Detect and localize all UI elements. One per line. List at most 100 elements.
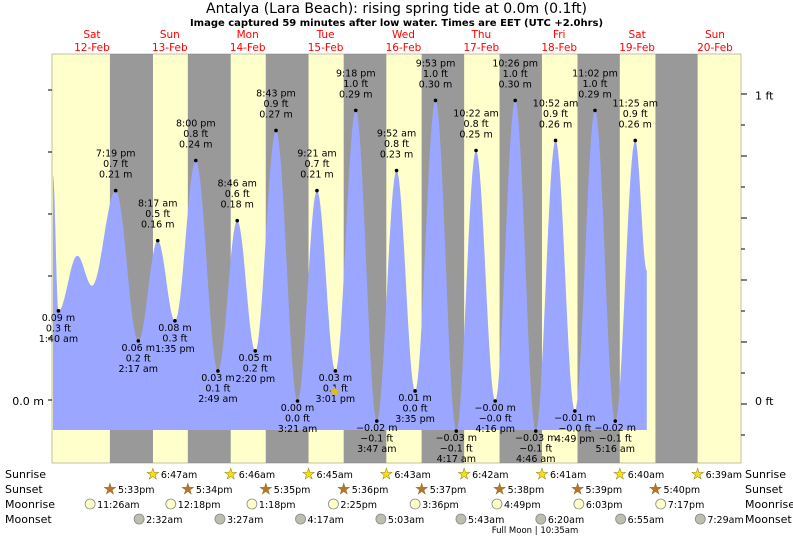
- extreme-label: 0.25 m: [459, 130, 492, 141]
- sunrise-icon: ★: [535, 465, 548, 483]
- moonset-time: 7:29am: [707, 515, 743, 526]
- extreme-point: [513, 98, 517, 103]
- date-day: Tue: [316, 29, 335, 41]
- row-label-right: Sunset: [745, 483, 783, 496]
- moonrise-time: 3:36pm: [422, 500, 459, 511]
- sunset-icon: ★: [571, 480, 584, 498]
- extreme-label: 0.08 m: [158, 323, 191, 334]
- extreme-label: 0.9 ft: [623, 109, 648, 120]
- extreme-point: [253, 349, 258, 353]
- sunrise-icon: ★: [691, 465, 704, 483]
- moonrise-time: 1:18pm: [259, 500, 296, 511]
- sunrise-icon: ★: [302, 465, 315, 483]
- sunrise-icon: ★: [224, 465, 237, 483]
- sunset-time: 5:34pm: [196, 485, 233, 496]
- extreme-label: 8:43 pm: [256, 88, 296, 99]
- date-day: Sun: [160, 29, 180, 41]
- sunrise-time: 6:45am: [317, 470, 353, 481]
- extreme-label: 0.0 ft: [403, 403, 428, 414]
- date-day: Sun: [705, 29, 725, 41]
- extreme-label: 0.26 m: [618, 119, 651, 130]
- extreme-label: 0.24 m: [179, 140, 212, 151]
- extreme-label: 1.0 ft: [503, 69, 528, 80]
- date-label: 14-Feb: [230, 42, 266, 54]
- extreme-label: −0.0 ft: [479, 414, 512, 425]
- extreme-label: 2:20 pm: [235, 374, 275, 385]
- sunset-icon: ★: [493, 480, 506, 498]
- extreme-label: 0.09 m: [42, 313, 75, 324]
- moonrise-icon: [84, 498, 96, 510]
- moonset-time: 3:27am: [227, 515, 263, 526]
- tide-area: [53, 100, 647, 432]
- extreme-point: [295, 399, 300, 403]
- extreme-label: 10:52 am: [533, 98, 578, 109]
- moonset-time: 5:43am: [468, 515, 504, 526]
- date-day: Thu: [470, 29, 491, 41]
- sunset-time: 5:39pm: [586, 485, 623, 496]
- sunrise-icon: ★: [146, 465, 159, 483]
- row-label-right: Sunrise: [745, 468, 786, 481]
- extreme-label: −0.02 m: [356, 423, 397, 434]
- extreme-label: −0.00 m: [475, 403, 516, 414]
- extreme-point: [394, 168, 399, 173]
- right-axis-label: 0 ft: [755, 395, 774, 408]
- extreme-point: [193, 158, 198, 163]
- extreme-label: 1.0 ft: [423, 69, 448, 80]
- tide-curve: [53, 100, 647, 432]
- extreme-label: 10:22 am: [453, 109, 498, 120]
- sunrise-time: 6:43am: [394, 470, 430, 481]
- date-label: 19-Feb: [619, 42, 655, 54]
- extreme-label: 0.16 m: [141, 220, 174, 231]
- extreme-label: 1:35 pm: [155, 344, 195, 355]
- extreme-point: [593, 108, 597, 113]
- moonset-time: 4:17am: [308, 515, 344, 526]
- sunrise-icon: ★: [613, 465, 626, 483]
- extreme-label: 3:01 pm: [316, 394, 356, 405]
- sunset-time: 5:36pm: [352, 485, 389, 496]
- extreme-point: [333, 369, 338, 373]
- extreme-label: 0.9 ft: [263, 99, 288, 110]
- moonset-icon: [133, 513, 145, 525]
- extreme-label: 10:26 pm: [492, 58, 538, 69]
- extreme-point: [533, 429, 538, 433]
- plot-frame: [51, 53, 742, 464]
- left-axis-label: 0.0 m: [12, 395, 44, 408]
- extreme-label: 1.0 ft: [582, 79, 607, 90]
- moonrise-time: 4:49pm: [504, 500, 541, 511]
- extreme-point: [474, 148, 478, 153]
- moonrise-icon: [573, 498, 585, 510]
- sunrise-icon: ★: [457, 465, 470, 483]
- moonrise-icon: [491, 498, 503, 510]
- extreme-label: 3:35 pm: [395, 414, 435, 425]
- moonrise-icon: [409, 498, 421, 510]
- extreme-label: 0.0 ft: [285, 414, 310, 425]
- extreme-labels: 0.09 m0.3 ft1:40 am7:19 pm0.7 ft0.21 m0.…: [39, 58, 658, 465]
- extreme-label: −0.1 ft: [519, 444, 552, 455]
- row-label-right: Moonset: [745, 513, 792, 526]
- extreme-point: [274, 128, 278, 133]
- date-label: 17-Feb: [463, 42, 499, 54]
- extreme-label: 8:17 am: [138, 199, 177, 210]
- sunset-icon: ★: [181, 480, 194, 498]
- extreme-point: [136, 339, 141, 343]
- moonrise-icon: [655, 498, 667, 510]
- moonrise-time: 12:18pm: [178, 500, 221, 511]
- date-day: Wed: [392, 29, 415, 41]
- extreme-point: [433, 98, 438, 103]
- extreme-label: −0.1 ft: [360, 434, 393, 445]
- astronomy-rows: Sunrise Sunrise Sunset Sunset Moonrise Moonri…: [5, 465, 793, 536]
- date-day: Sat: [628, 29, 645, 41]
- sunset-time: 5:33pm: [118, 485, 155, 496]
- extreme-label: 0.7 ft: [304, 159, 329, 170]
- extreme-label: −0.03 m: [515, 433, 556, 444]
- chart-subtitle: Image captured 59 minutes after low wate…: [190, 18, 603, 29]
- extreme-label: 11:25 am: [612, 98, 657, 109]
- sunset-time: 5:37pm: [430, 485, 467, 496]
- extreme-label: −0.02 m: [595, 423, 636, 434]
- extreme-point: [56, 309, 61, 313]
- extreme-point: [235, 218, 240, 223]
- extreme-point: [315, 188, 319, 193]
- date-label: 12-Feb: [74, 42, 110, 54]
- extreme-label: 0.1 ft: [323, 383, 348, 394]
- extreme-label: 9:18 pm: [336, 68, 376, 79]
